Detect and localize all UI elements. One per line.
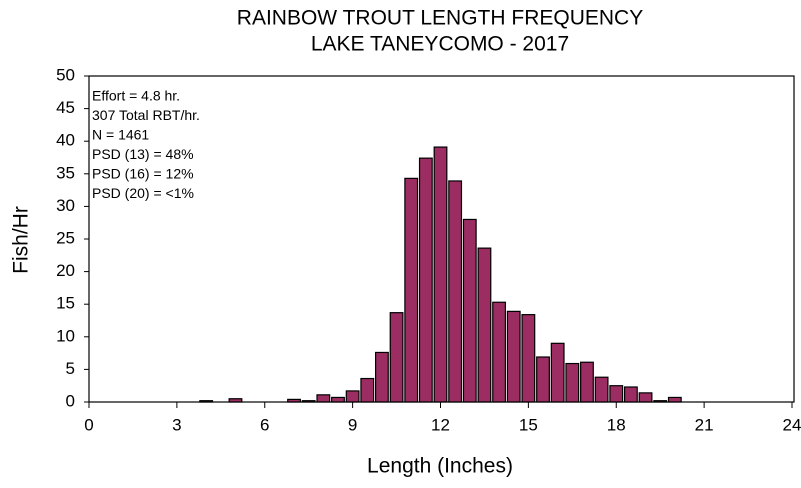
bar <box>462 218 477 403</box>
bar <box>550 342 565 403</box>
y-tick-label: 5 <box>66 359 75 378</box>
bar <box>580 361 594 403</box>
y-tick-label: 50 <box>56 65 75 84</box>
bar <box>623 386 638 403</box>
chart-title: RAINBOW TROUT LENGTH FREQUENCY <box>237 7 643 30</box>
bar <box>521 314 536 403</box>
bar <box>360 377 375 403</box>
bar <box>667 396 682 403</box>
bar <box>594 376 609 403</box>
annotation: N = 1461 <box>92 127 149 143</box>
y-tick-label: 0 <box>66 391 75 410</box>
bar <box>638 392 653 403</box>
bar <box>492 301 507 403</box>
annotation: Effort = 4.8 hr. <box>92 88 180 104</box>
y-tick-label: 15 <box>56 294 75 313</box>
x-tick-label: 6 <box>260 415 269 434</box>
bar <box>345 390 360 403</box>
bar <box>536 356 550 403</box>
annotation: PSD (16) = 12% <box>92 166 194 182</box>
annotation: PSD (13) = 48% <box>92 146 194 162</box>
y-tick-label: 45 <box>56 98 75 117</box>
x-tick-label: 3 <box>172 415 181 434</box>
chart-subtitle: LAKE TANEYCOMO - 2017 <box>311 33 569 56</box>
x-tick-label: 0 <box>84 415 93 434</box>
bar <box>389 312 404 403</box>
annotation: 307 Total RBT/hr. <box>92 107 200 123</box>
y-tick-label: 35 <box>56 163 75 182</box>
y-tick-label: 10 <box>56 326 75 345</box>
bar <box>374 351 389 403</box>
bar <box>477 247 492 403</box>
x-tick-label: 21 <box>695 415 714 434</box>
bar <box>506 310 521 403</box>
x-tick-label: 15 <box>519 415 538 434</box>
bar <box>609 385 624 403</box>
x-tick-label: 24 <box>783 415 801 434</box>
bar <box>448 180 463 403</box>
x-tick-label: 18 <box>607 415 626 434</box>
y-tick-label: 20 <box>56 261 75 280</box>
bar <box>331 396 345 403</box>
x-tick-label: 9 <box>348 415 357 434</box>
bar <box>433 146 448 403</box>
y-tick-label: 25 <box>56 228 75 247</box>
y-tick-label: 30 <box>56 196 75 215</box>
bar <box>316 394 331 403</box>
x-axis-label: Length (Inches) <box>367 455 513 478</box>
y-tick-label: 40 <box>56 131 75 150</box>
x-tick-label: 12 <box>431 415 450 434</box>
bar <box>404 177 419 403</box>
bar <box>418 157 433 403</box>
bar <box>565 362 580 403</box>
annotation: PSD (20) = <1% <box>92 185 194 201</box>
plot-frame <box>88 75 795 403</box>
y-axis-label: Fish/Hr <box>10 206 33 274</box>
